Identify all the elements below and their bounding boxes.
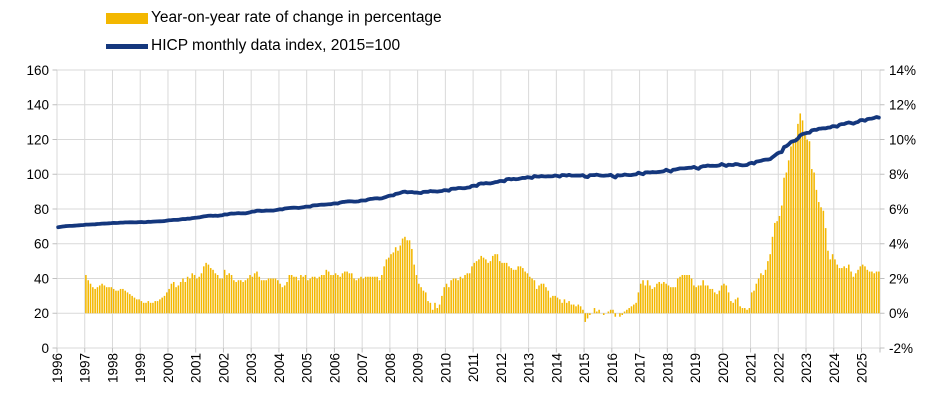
svg-text:10%: 10%	[889, 132, 916, 147]
svg-text:40: 40	[34, 271, 49, 286]
chart-legend: Year-on-year rate of change in percentag…	[106, 6, 442, 58]
svg-text:140: 140	[26, 98, 49, 113]
svg-text:1997: 1997	[78, 353, 93, 383]
svg-text:100: 100	[26, 167, 49, 182]
svg-text:-2%: -2%	[889, 341, 913, 356]
legend-item-index: HICP monthly data index, 2015=100	[106, 34, 442, 58]
svg-text:120: 120	[26, 132, 49, 147]
svg-text:2017: 2017	[633, 353, 648, 383]
svg-text:4%: 4%	[889, 237, 909, 252]
svg-text:2005: 2005	[300, 353, 315, 383]
legend-label-yoy: Year-on-year rate of change in percentag…	[151, 9, 442, 27]
svg-text:0: 0	[41, 341, 49, 356]
svg-text:2025: 2025	[855, 353, 870, 383]
axis-tick-marks	[52, 69, 885, 353]
hicp-line-swatch	[106, 43, 148, 49]
svg-text:2006: 2006	[327, 353, 342, 383]
svg-text:2019: 2019	[688, 353, 703, 383]
svg-text:2015: 2015	[577, 353, 592, 383]
legend-label-index: HICP monthly data index, 2015=100	[151, 37, 401, 55]
svg-text:2%: 2%	[889, 271, 909, 286]
svg-text:2022: 2022	[771, 353, 786, 383]
svg-text:60: 60	[34, 237, 49, 252]
yoy-bar-swatch	[106, 12, 148, 24]
svg-text:1996: 1996	[50, 353, 65, 383]
svg-text:80: 80	[34, 202, 49, 217]
svg-text:0%: 0%	[889, 306, 909, 321]
svg-text:2016: 2016	[605, 353, 620, 383]
hicp-line	[56, 115, 881, 230]
gridlines	[56, 69, 881, 349]
svg-text:2002: 2002	[216, 353, 231, 383]
svg-text:2024: 2024	[827, 353, 842, 384]
svg-text:2018: 2018	[660, 353, 675, 383]
svg-text:1998: 1998	[105, 353, 120, 383]
svg-text:2007: 2007	[355, 353, 370, 383]
svg-text:2000: 2000	[161, 353, 176, 383]
svg-text:2004: 2004	[272, 353, 287, 384]
svg-text:2003: 2003	[244, 353, 259, 383]
svg-text:2013: 2013	[522, 353, 537, 383]
svg-text:2001: 2001	[189, 353, 204, 383]
svg-text:2010: 2010	[438, 353, 453, 383]
yoy-bars	[85, 113, 880, 322]
svg-text:2012: 2012	[494, 353, 509, 383]
left-axis-labels: 0 20 40 60 80 100 120 140 160	[26, 63, 49, 356]
svg-text:2023: 2023	[799, 353, 814, 383]
x-axis-labels: 1996 1997 1998 1999 2000 2001 2002 2003 2004 2005…	[50, 353, 870, 384]
svg-text:6%: 6%	[889, 202, 909, 217]
svg-text:2009: 2009	[411, 353, 426, 383]
svg-text:14%: 14%	[889, 63, 916, 78]
svg-text:2020: 2020	[716, 353, 731, 383]
svg-text:1999: 1999	[133, 353, 148, 383]
svg-text:2008: 2008	[383, 353, 398, 383]
svg-text:2021: 2021	[744, 353, 759, 383]
legend-item-yoy: Year-on-year rate of change in percentag…	[106, 6, 442, 30]
svg-text:160: 160	[26, 63, 49, 78]
svg-text:8%: 8%	[889, 167, 909, 182]
svg-text:20: 20	[34, 306, 49, 321]
svg-text:12%: 12%	[889, 98, 916, 113]
right-axis-labels: -2% 0% 2% 4% 6% 8% 10% 12% 14%	[889, 63, 916, 356]
svg-text:2011: 2011	[466, 353, 481, 382]
svg-text:2014: 2014	[549, 353, 564, 384]
